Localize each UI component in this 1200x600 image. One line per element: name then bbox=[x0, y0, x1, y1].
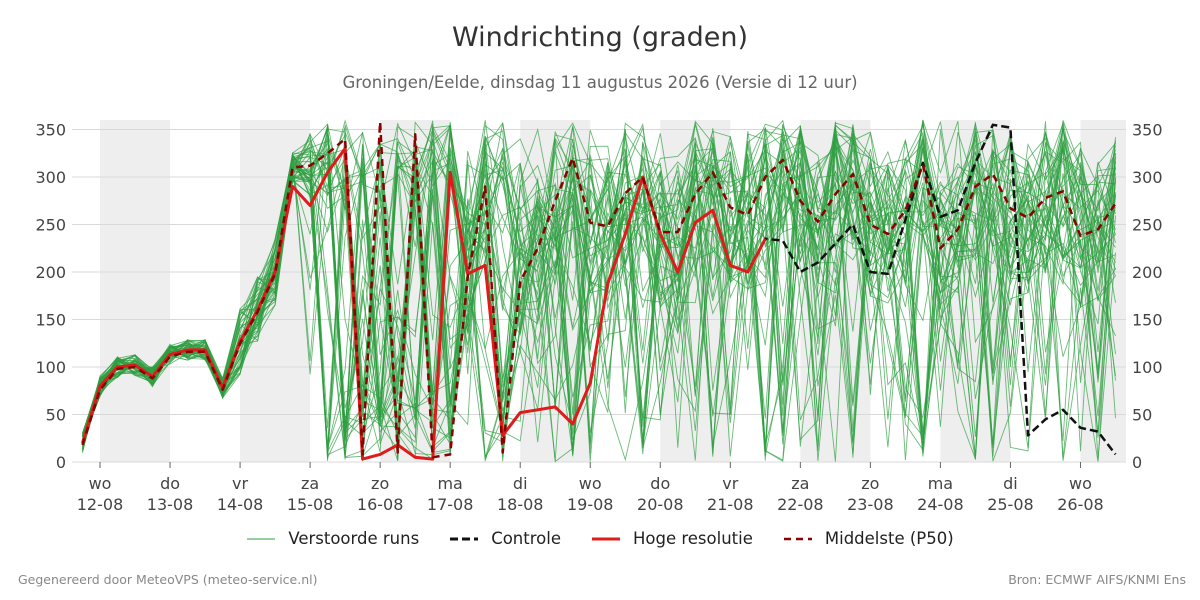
y-tick-right-350: 350 bbox=[1132, 121, 1163, 140]
x-tick-label-date-4: 16-08 bbox=[357, 495, 404, 514]
x-tick-label-day-13: di bbox=[1003, 474, 1018, 493]
x-tick-label-day-8: do bbox=[650, 474, 670, 493]
y-tick-right-250: 250 bbox=[1132, 216, 1163, 235]
x-tick-label-date-9: 21-08 bbox=[707, 495, 754, 514]
x-tick-label-date-14: 26-08 bbox=[1057, 495, 1104, 514]
legend-ensemble-swatch bbox=[247, 538, 276, 539]
x-tick-label-day-6: di bbox=[513, 474, 528, 493]
ensemble-member-48 bbox=[82, 128, 1116, 453]
x-tick-label-day-7: wo bbox=[579, 474, 602, 493]
x-tick-label-date-11: 23-08 bbox=[847, 495, 894, 514]
x-tick-label-day-2: vr bbox=[232, 474, 248, 493]
legend-control-label: Controle bbox=[491, 529, 561, 548]
y-tick-left-200: 200 bbox=[35, 263, 66, 282]
ensemble-member-35 bbox=[82, 121, 1116, 461]
ensemble-member-36 bbox=[82, 122, 1116, 461]
x-tick-label-date-10: 22-08 bbox=[777, 495, 824, 514]
legend-median-label: Middelste (P50) bbox=[824, 529, 954, 548]
y-tick-left-0: 0 bbox=[56, 453, 66, 472]
legend-median-swatch bbox=[783, 537, 812, 540]
series-middelste-p50 bbox=[81, 120, 1117, 459]
x-tick-label-day-11: zo bbox=[861, 474, 879, 493]
x-tick-label-date-7: 19-08 bbox=[567, 495, 614, 514]
footer-source: Bron: ECMWF AIFS/KNMI Ens bbox=[1008, 572, 1186, 587]
x-tick-label-date-3: 15-08 bbox=[287, 495, 334, 514]
series-controle bbox=[81, 123, 1117, 461]
x-tick-label-day-9: vr bbox=[722, 474, 738, 493]
x-tick-label-date-6: 18-08 bbox=[497, 495, 544, 514]
y-tick-right-100: 100 bbox=[1132, 358, 1163, 377]
x-tick-label-day-3: za bbox=[301, 474, 319, 493]
x-tick-label-day-5: ma bbox=[437, 474, 462, 493]
y-tick-right-0: 0 bbox=[1132, 453, 1142, 472]
y-tick-right-300: 300 bbox=[1132, 168, 1163, 187]
y-tick-left-150: 150 bbox=[35, 311, 66, 330]
night-band-0 bbox=[100, 120, 171, 462]
legend-control[interactable]: Controle bbox=[449, 529, 561, 548]
x-tick-label-date-0: 12-08 bbox=[77, 495, 124, 514]
y-tick-right-50: 50 bbox=[1132, 406, 1152, 425]
x-tick-label-date-1: 13-08 bbox=[147, 495, 194, 514]
y-tick-left-250: 250 bbox=[35, 216, 66, 235]
x-tick-label-date-13: 25-08 bbox=[987, 495, 1034, 514]
x-tick-label-date-8: 20-08 bbox=[637, 495, 684, 514]
x-tick-label-date-12: 24-08 bbox=[917, 495, 964, 514]
x-tick-label-day-12: ma bbox=[928, 474, 953, 493]
ensemble-member-3 bbox=[82, 127, 1116, 447]
legend-median[interactable]: Middelste (P50) bbox=[783, 529, 954, 548]
ensemble-member-47 bbox=[82, 125, 1116, 460]
y-axis-right: 0 50 100 150 200 250 300 350 bbox=[1132, 121, 1163, 473]
x-tick-label-day-4: zo bbox=[371, 474, 389, 493]
y-tick-left-300: 300 bbox=[35, 168, 66, 187]
ensemble-member-30 bbox=[82, 124, 1116, 462]
legend-ensemble[interactable]: Verstoorde runs bbox=[246, 529, 419, 548]
legend-hres-label: Hoge resolutie bbox=[632, 529, 753, 548]
x-tick-label-day-10: za bbox=[791, 474, 809, 493]
x-tick-label-date-2: 14-08 bbox=[217, 495, 264, 514]
ensemble-member-43 bbox=[82, 120, 1116, 435]
ensemble-member-38 bbox=[82, 142, 1116, 460]
ensemble-member-42 bbox=[82, 131, 1116, 462]
ensemble-member-41 bbox=[82, 124, 1116, 460]
chart-title: Windrichting (graden) bbox=[451, 22, 749, 53]
y-tick-left-350: 350 bbox=[35, 121, 66, 140]
y-tick-right-150: 150 bbox=[1132, 311, 1163, 330]
y-tick-right-200: 200 bbox=[1132, 263, 1163, 282]
y-tick-left-50: 50 bbox=[46, 406, 66, 425]
legend-hres-swatch bbox=[591, 537, 620, 540]
x-axis: wo 12-08 do 13-08 vr 14-08 za 15-08 zo 16-08 ma 17-… bbox=[77, 462, 1104, 514]
footer-generated-by: Gegenereerd door MeteoVPS (meteo-service… bbox=[18, 572, 318, 587]
chart-subtitle: Groningen/Eelde, dinsdag 11 augustus 202… bbox=[342, 73, 858, 92]
x-tick-label-date-5: 17-08 bbox=[427, 495, 474, 514]
ensemble-member-29 bbox=[82, 127, 1116, 457]
y-tick-left-100: 100 bbox=[35, 358, 66, 377]
x-tick-label-day-14: wo bbox=[1069, 474, 1092, 493]
y-axis-left: 0 50 100 150 200 250 300 350 bbox=[35, 121, 66, 473]
legend-ensemble-label: Verstoorde runs bbox=[288, 529, 420, 548]
ensemble-member-34 bbox=[82, 127, 1116, 462]
main-series bbox=[81, 120, 1117, 461]
x-tick-label-day-1: do bbox=[160, 474, 180, 493]
legend-hres[interactable]: Hoge resolutie bbox=[591, 529, 753, 548]
x-tick-label-day-0: wo bbox=[89, 474, 112, 493]
ensemble-member-45 bbox=[82, 120, 1116, 456]
legend: Verstoorde runs Controle Hoge resolutie … bbox=[0, 529, 1200, 548]
legend-control-swatch bbox=[450, 537, 479, 540]
ensemble-members bbox=[82, 119, 1116, 463]
